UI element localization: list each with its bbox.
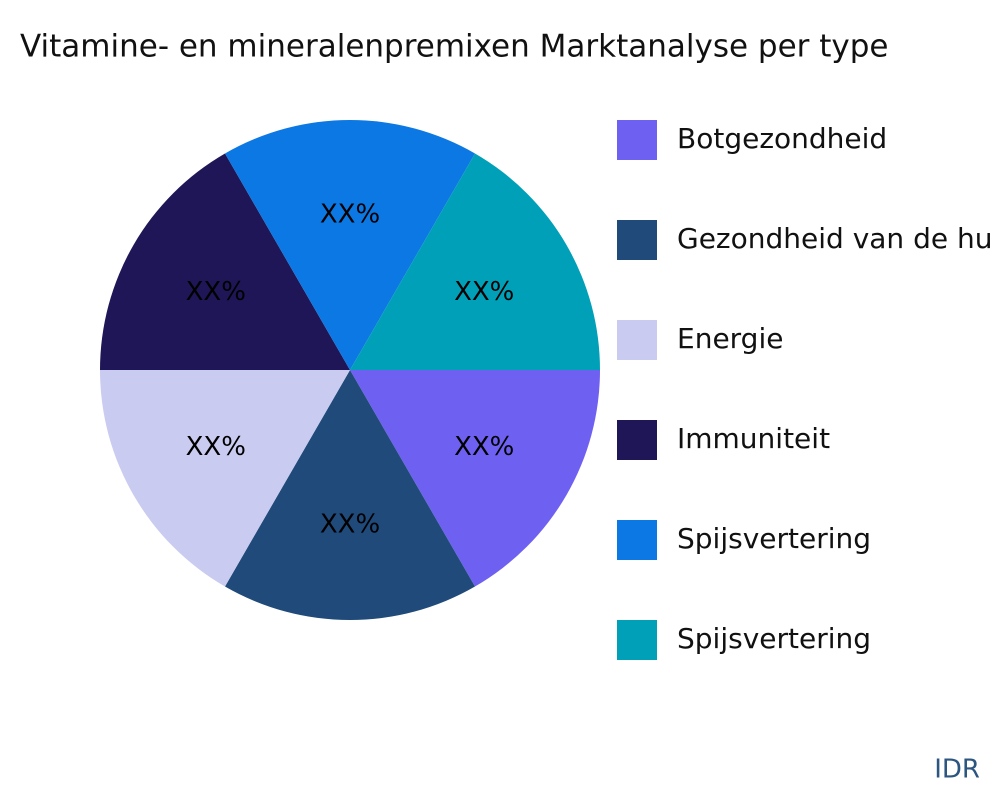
legend-swatch (617, 420, 657, 460)
pie-slice (350, 370, 600, 587)
pie-slice (100, 153, 350, 370)
slice-label: XX% (186, 432, 246, 462)
legend-swatch (617, 620, 657, 660)
legend-label: Energie (677, 322, 783, 355)
legend-label: Spijsvertering (677, 622, 871, 655)
slice-label: XX% (320, 200, 380, 230)
pie-slice (225, 119, 475, 370)
slice-label: XX% (186, 277, 246, 307)
legend-swatch (617, 220, 657, 260)
slice-label: XX% (320, 510, 380, 540)
pie-slice (225, 370, 475, 620)
legend-label: Immuniteit (677, 422, 830, 455)
pie-slice (100, 370, 350, 587)
chart-title: Vitamine- en mineralenpremixen Marktanal… (20, 29, 889, 65)
legend-label: Botgezondheid (677, 122, 887, 155)
legend-swatch (617, 520, 657, 560)
source: IDR (934, 755, 980, 785)
slice-label: XX% (454, 277, 514, 307)
legend-label: Gezondheid van de hu (677, 222, 992, 255)
legend-swatch (617, 320, 657, 360)
slice-label: XX% (454, 432, 514, 462)
legend-swatch (617, 120, 657, 160)
legend-label: Spijsvertering (677, 522, 871, 555)
pie-slice (350, 153, 600, 370)
